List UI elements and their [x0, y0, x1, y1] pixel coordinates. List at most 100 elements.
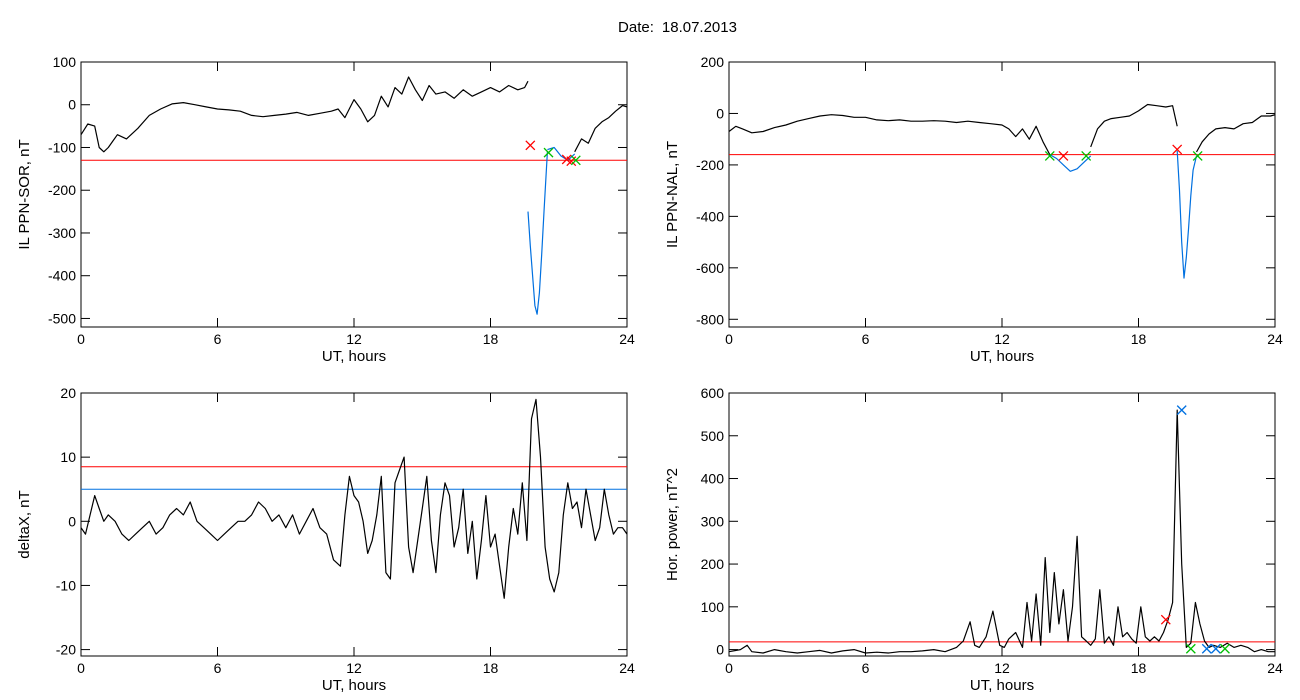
y-axis-label: deltaX, nT — [16, 490, 33, 558]
event-marker — [1176, 405, 1187, 416]
x-axis-label: UT, hours — [970, 348, 1034, 365]
x-tick-label: 24 — [619, 660, 635, 676]
event-marker-stroke — [1192, 150, 1203, 161]
x-tick-label: 6 — [214, 660, 222, 676]
event-marker — [570, 155, 581, 166]
chart-panel-3: 0 6 12 18 24 20 10 0 -10 -20 UT, hours deltaX, nT — [16, 385, 635, 694]
plot-area — [729, 405, 1275, 654]
x-tick-label: 18 — [1131, 331, 1147, 347]
series-line-4 — [574, 104, 627, 153]
y-tick-label: -400 — [48, 268, 76, 284]
x-tick-label: 0 — [725, 331, 733, 347]
event-marker-stroke — [525, 140, 536, 151]
event-marker — [1192, 150, 1203, 161]
y-tick-label: -10 — [56, 577, 76, 593]
y-tick-label: 600 — [701, 385, 725, 401]
y-tick-label: 300 — [701, 513, 725, 529]
y-tick-label: -200 — [48, 182, 76, 198]
y-tick-label: -800 — [696, 311, 724, 327]
x-tick-label: 24 — [619, 331, 635, 347]
y-tick-label: 100 — [53, 54, 77, 70]
y-tick-label: -300 — [48, 225, 76, 241]
series-line-2 — [527, 151, 548, 315]
y-axis-label: IL PPN-NAL, nT — [664, 141, 681, 248]
x-tick-label: 6 — [214, 331, 222, 347]
event-marker-stroke — [570, 155, 581, 166]
y-tick-label: 0 — [716, 105, 724, 121]
event-marker-stroke — [1176, 405, 1187, 416]
series-line-3 — [1090, 103, 1178, 148]
x-tick-label: 18 — [483, 660, 499, 676]
x-tick-label: 0 — [77, 331, 85, 347]
y-tick-label: 10 — [60, 449, 76, 465]
y-tick-label: -20 — [56, 642, 76, 658]
series-line-1 — [729, 409, 1275, 654]
y-tick-label: 0 — [68, 97, 76, 113]
event-marker-stroke — [1044, 150, 1055, 161]
event-marker — [525, 140, 536, 151]
date-value: 18.07.2013 — [661, 19, 737, 36]
event-marker — [1201, 643, 1212, 654]
event-marker-stroke — [1201, 643, 1212, 654]
x-tick-label: 6 — [862, 660, 870, 676]
series-line-5 — [1195, 114, 1275, 153]
plot-area — [81, 398, 627, 599]
event-marker — [1058, 150, 1069, 161]
y-axis-label: Hor. power, nT^2 — [664, 468, 681, 581]
y-tick-label: 200 — [701, 556, 725, 572]
y-tick-label: 400 — [701, 471, 725, 487]
series-line-3 — [547, 146, 576, 161]
series-line-4 — [1176, 150, 1198, 279]
y-tick-label: -500 — [48, 310, 76, 326]
date-label: Date: — [618, 19, 654, 36]
event-marker-stroke — [1210, 643, 1221, 654]
event-marker — [1185, 643, 1196, 654]
plot-area — [81, 76, 627, 315]
x-tick-label: 12 — [346, 331, 362, 347]
event-marker — [1219, 643, 1230, 654]
event-marker-stroke — [1185, 643, 1196, 654]
event-marker-stroke — [1160, 614, 1171, 625]
x-tick-label: 0 — [725, 660, 733, 676]
event-marker — [1081, 150, 1092, 161]
plot-frame — [80, 392, 628, 657]
x-tick-label: 12 — [994, 331, 1010, 347]
series-line-1 — [729, 114, 1051, 155]
x-tick-label: 24 — [1267, 660, 1283, 676]
x-tick-label: 24 — [1267, 331, 1283, 347]
y-tick-label: -200 — [696, 157, 724, 173]
y-tick-label: 200 — [701, 54, 725, 70]
chart-panel-4: 0 6 12 18 24 600 500 400 300 200 100 0 UT, hours Hor.… — [664, 385, 1283, 694]
x-tick-label: 12 — [346, 660, 362, 676]
x-tick-label: 18 — [483, 331, 499, 347]
event-marker — [1172, 144, 1183, 155]
page-title: Date: 18.07.2013 — [0, 19, 1300, 36]
y-tick-label: 500 — [701, 428, 725, 444]
event-marker-stroke — [1219, 643, 1230, 654]
series-line-1 — [81, 76, 529, 153]
event-marker-stroke — [543, 147, 554, 158]
y-tick-label: 0 — [68, 513, 76, 529]
y-axis-label: IL PPN-SOR, nT — [16, 139, 33, 249]
x-tick-label: 18 — [1131, 660, 1147, 676]
chart-panel-1: 0 6 12 18 24 100 0 -100 -200 -300 -400 -500 UT, hour… — [16, 54, 635, 365]
event-marker — [1044, 150, 1055, 161]
event-marker-stroke — [1081, 150, 1092, 161]
event-marker-stroke — [561, 154, 572, 165]
event-marker — [1210, 643, 1221, 654]
y-tick-label: -100 — [48, 139, 76, 155]
plot-area — [729, 103, 1275, 279]
series-line-2 — [1049, 154, 1092, 172]
y-tick-label: 100 — [701, 599, 725, 615]
y-tick-label: 0 — [716, 642, 724, 658]
y-tick-label: -400 — [696, 208, 724, 224]
x-tick-label: 12 — [994, 660, 1010, 676]
x-tick-label: 0 — [77, 660, 85, 676]
event-marker — [1160, 614, 1171, 625]
y-tick-label: -600 — [696, 260, 724, 276]
x-axis-label: UT, hours — [322, 677, 386, 694]
plot-frame — [728, 392, 1276, 657]
event-marker — [543, 147, 554, 158]
x-axis-label: UT, hours — [322, 348, 386, 365]
